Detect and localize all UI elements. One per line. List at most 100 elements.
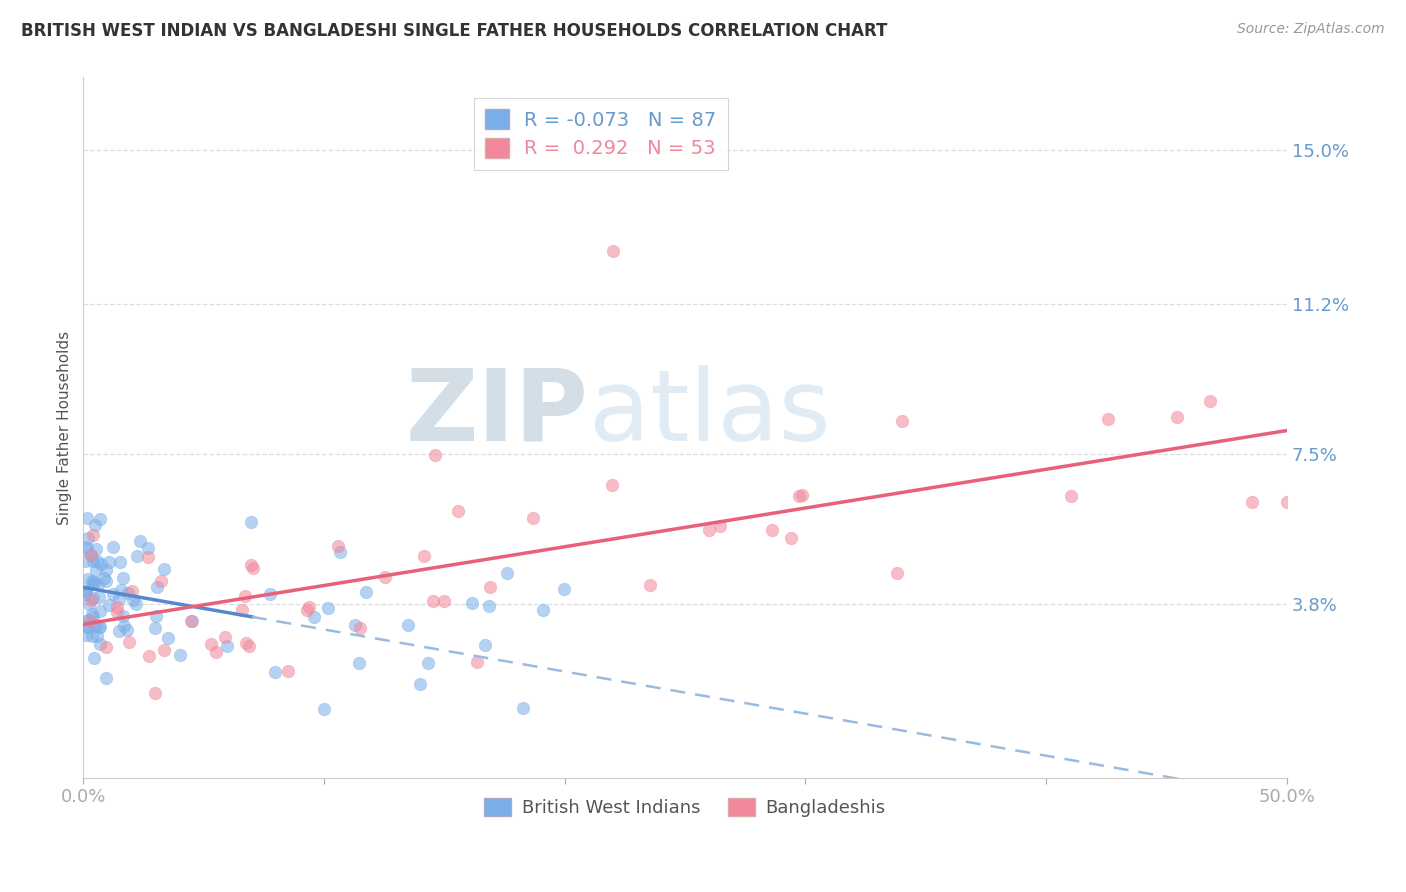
Point [82, 554, 104, 568]
Point [89, 590, 111, 604]
Point [465, 655, 488, 669]
Point [1166, 410, 1188, 425]
Y-axis label: Single Father Households: Single Father Households [58, 330, 72, 524]
Point [146, 580, 169, 594]
Point [259, 587, 281, 601]
Point [79, 614, 101, 628]
Point [422, 594, 444, 608]
Point [80, 607, 103, 621]
Point [153, 562, 176, 576]
Point [374, 569, 396, 583]
Point [343, 618, 366, 632]
Point [93, 571, 115, 585]
Point [89, 620, 111, 634]
Point [79, 548, 101, 562]
Point [82, 609, 104, 624]
Point [264, 665, 287, 680]
Point [75, 615, 97, 629]
Point [136, 549, 159, 564]
Point [108, 591, 131, 606]
Point [75, 628, 97, 642]
Point [638, 578, 661, 592]
Point [553, 582, 575, 596]
Point [83, 651, 105, 665]
Point [416, 657, 439, 671]
Point [86, 563, 108, 577]
Point [80, 549, 103, 563]
Point [77, 572, 100, 586]
Point [496, 566, 519, 580]
Point [86, 629, 108, 643]
Point [124, 597, 146, 611]
Point [297, 600, 319, 615]
Point [302, 610, 325, 624]
Point [97, 554, 120, 568]
Point [602, 477, 624, 491]
Point [409, 677, 432, 691]
Point [83, 574, 105, 589]
Point [76, 510, 98, 524]
Point [89, 604, 111, 618]
Point [349, 656, 371, 670]
Point [761, 523, 783, 537]
Point [329, 545, 352, 559]
Point [82, 528, 104, 542]
Point [101, 540, 124, 554]
Point [1060, 490, 1083, 504]
Point [82, 576, 104, 591]
Point [886, 566, 908, 581]
Point [779, 531, 801, 545]
Point [169, 648, 191, 662]
Point [75, 554, 97, 568]
Point [461, 596, 484, 610]
Point [76, 531, 98, 545]
Point [89, 512, 111, 526]
Point [82, 591, 104, 606]
Point [145, 609, 167, 624]
Point [277, 665, 299, 679]
Point [77, 597, 100, 611]
Point [433, 594, 456, 608]
Point [80, 574, 103, 588]
Point [157, 632, 180, 646]
Point [697, 523, 720, 537]
Point [101, 587, 124, 601]
Point [181, 615, 204, 629]
Point [423, 449, 446, 463]
Point [76, 542, 98, 557]
Point [349, 621, 371, 635]
Point [396, 618, 419, 632]
Point [89, 619, 111, 633]
Point [1097, 411, 1119, 425]
Point [90, 557, 112, 571]
Point [107, 624, 129, 638]
Text: BRITISH WEST INDIAN VS BANGLADESHI SINGLE FATHER HOUSEHOLDS CORRELATION CHART: BRITISH WEST INDIAN VS BANGLADESHI SINGL… [21, 22, 887, 40]
Text: atlas: atlas [589, 365, 831, 462]
Point [354, 585, 377, 599]
Point [474, 638, 496, 652]
Point [136, 541, 159, 555]
Point [152, 642, 174, 657]
Point [108, 555, 131, 569]
Point [478, 580, 501, 594]
Point [138, 649, 160, 664]
Point [143, 685, 166, 699]
Point [413, 549, 436, 564]
Point [240, 558, 263, 572]
Point [122, 592, 145, 607]
Point [125, 549, 148, 563]
Point [87, 577, 110, 591]
Point [295, 603, 318, 617]
Point [231, 603, 253, 617]
Point [84, 542, 107, 557]
Point [447, 503, 470, 517]
Point [602, 244, 624, 259]
Point [531, 603, 554, 617]
Point [512, 701, 534, 715]
Legend: British West Indians, Bangladeshis: British West Indians, Bangladeshis [477, 790, 893, 824]
Point [200, 637, 222, 651]
Point [143, 621, 166, 635]
Point [111, 571, 134, 585]
Text: Source: ZipAtlas.com: Source: ZipAtlas.com [1237, 22, 1385, 37]
Point [98, 598, 121, 612]
